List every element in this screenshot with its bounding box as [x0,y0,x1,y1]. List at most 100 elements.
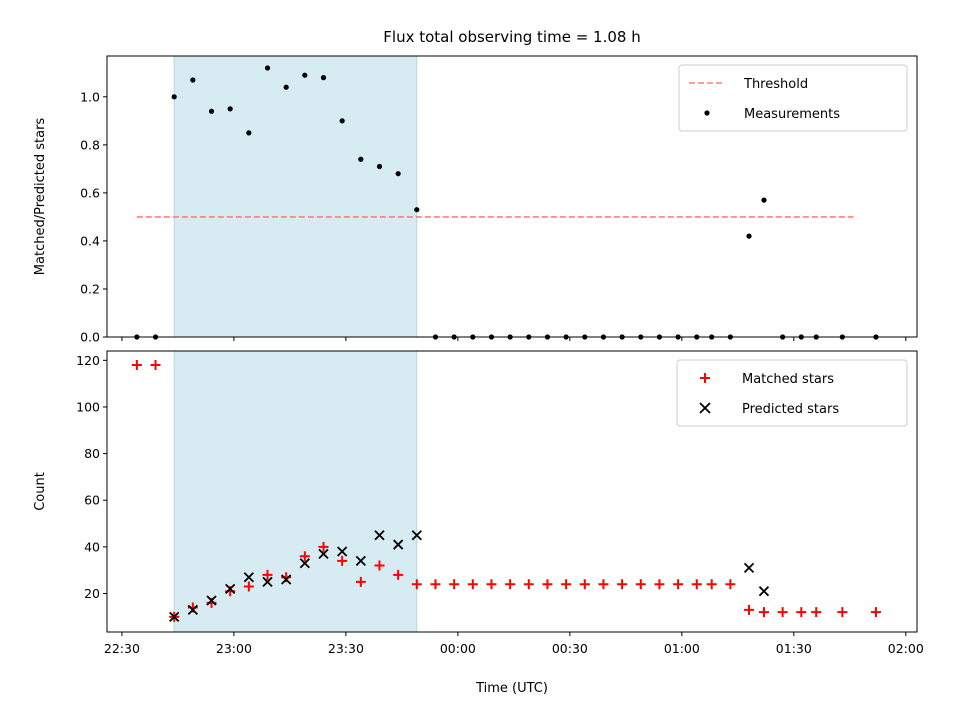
y-tick-label: 0.6 [80,185,100,200]
measurement-point [839,334,845,340]
matched-stars-point [523,579,534,590]
measurement-point [526,334,532,340]
matched-stars-point [430,579,441,590]
matched-stars-point [673,579,684,590]
matched-stars-point [150,359,161,370]
observing-window-span [173,55,418,338]
measurement-point [376,163,383,170]
matched-stars-point [777,607,788,618]
legend-label: Measurements [744,107,840,122]
measurement-point [208,108,215,114]
matched-stars-point [449,579,460,590]
measurement-point [358,156,364,162]
measurement-point [227,106,233,112]
x-tick-label: 23:30 [328,641,364,656]
legend-label: Threshold [743,77,808,92]
y-tick-label: 1.0 [80,89,100,104]
measurement-point [246,130,252,136]
x-tick-label: 01:00 [664,641,700,656]
matched-stars-point [299,551,310,562]
bottom-panel: 20 40 60 80 100 120 22:30 23:00 23:30 00:00 00:30 0… [33,350,924,696]
measurement-point [320,75,327,81]
predicted-stars-point [262,576,273,587]
measurement-point [709,334,715,340]
predicted-stars-point [318,548,329,560]
matched-stars-point [542,579,553,590]
y-tick-label: 0.2 [80,281,100,296]
measurement-point [873,334,879,340]
measurement-point [675,334,681,340]
measurement-point [302,72,308,78]
measurement-point [470,334,476,340]
x-tick-label: 00:30 [552,641,588,656]
measurement-point [152,334,159,340]
y-tick-label: 120 [76,353,100,368]
measurement-point [171,94,177,100]
matched-stars-point [617,579,628,590]
measurement-point [761,197,767,203]
y-tick-label: 40 [84,539,100,554]
measurement-point [432,334,439,340]
matched-stars-point [505,579,516,590]
measurement-point [507,334,513,340]
predicted-stars-point [758,586,770,597]
measurement-point [134,334,140,340]
chart-title: Flux total observing time = 1.08 h [383,28,640,46]
legend-predicted-swatch [699,402,711,414]
top-panel: 0.0 0.2 0.4 0.6 0.8 1.0 Flux total observing t… [33,28,918,345]
legend-box [678,64,908,132]
measurement-point [600,334,607,340]
y-axis-label: Count [33,472,48,511]
measurement-point [813,334,819,340]
matched-stars-point [811,607,822,618]
matched-stars-point [561,579,572,590]
measurement-point [451,334,457,340]
predicted-stars-point [169,611,180,622]
predicted-stars-point [225,583,236,594]
matched-stars-point [374,560,385,571]
predicted-stars-point [243,572,254,583]
predicted-stars-point [393,539,404,550]
predicted-stars-point [187,604,198,615]
matched-stars-point [796,607,807,618]
measurement-point [488,334,495,340]
measurement-point [619,334,625,340]
matched-stars-point [691,579,702,590]
measurement-point [798,334,804,340]
measurement-point [780,334,786,340]
matched-stars-point [744,604,755,615]
y-tick-label: 0.4 [80,233,100,248]
x-axis-label: Time (UTC) [475,681,548,696]
y-tick-label: 20 [84,586,100,601]
matched-stars-point [393,569,404,580]
matched-stars-point [870,607,881,618]
predicted-stars-point [743,562,755,574]
predicted-stars-point [374,530,385,541]
predicted-stars-point [299,558,310,569]
measurement-point [283,84,289,90]
observing-window-span [173,350,418,633]
matched-stars-point [411,579,422,590]
y-axis-label: Matched/Predicted stars [33,118,48,276]
matched-stars-point [654,579,665,590]
matched-stars-point [725,579,736,590]
predicted-stars-point [206,595,217,606]
y-tick-label: 60 [84,493,100,508]
measurement-point [264,65,271,71]
measurement-point [638,334,644,340]
matched-stars-point [598,579,609,590]
x-tick-label: 00:00 [440,641,476,656]
matched-stars-point [706,579,717,590]
legend-matched-swatch [700,373,710,383]
matched-stars-point [486,579,497,590]
predicted-stars-point [355,555,366,567]
measurement-point [190,77,196,83]
x-tick-label: 02:00 [888,641,924,656]
x-tick-label: 01:30 [776,641,812,656]
y-tick-label: 80 [84,446,100,461]
matched-stars-point [262,569,273,580]
predicted-stars-point [337,546,348,557]
y-tick-label: 0.8 [80,137,100,152]
x-tick-label: 23:00 [216,641,252,656]
